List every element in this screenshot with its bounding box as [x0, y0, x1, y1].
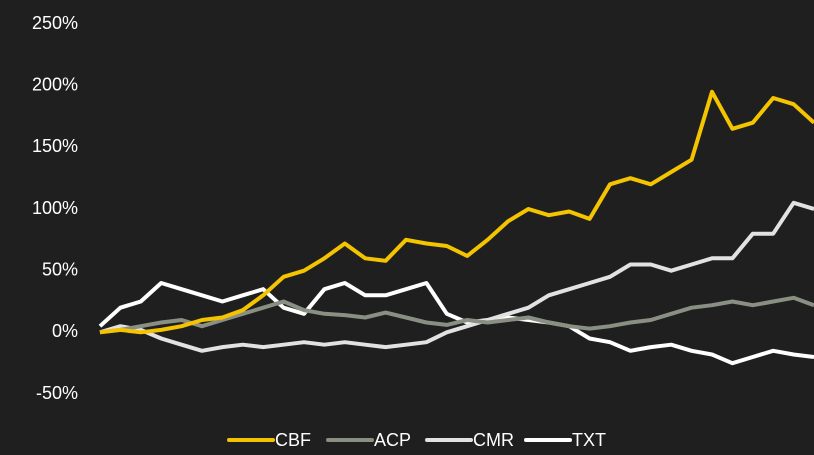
- legend-label: CBF: [275, 430, 311, 450]
- series-line: [99, 200, 814, 353]
- y-tick-label: 50%: [42, 259, 78, 279]
- y-tick-label: 100%: [32, 198, 78, 218]
- y-tick-label: -50%: [36, 383, 78, 403]
- series-line: [98, 281, 814, 366]
- legend-label: TXT: [572, 430, 606, 450]
- y-tick-label: 150%: [32, 136, 78, 156]
- series-line: [99, 295, 814, 335]
- legend-label: ACP: [374, 430, 411, 450]
- y-tick-label: 0%: [52, 321, 78, 341]
- series-line: [99, 89, 814, 335]
- y-tick-label: 250%: [32, 13, 78, 33]
- y-tick-label: 200%: [32, 74, 78, 94]
- legend-label: CMR: [473, 430, 514, 450]
